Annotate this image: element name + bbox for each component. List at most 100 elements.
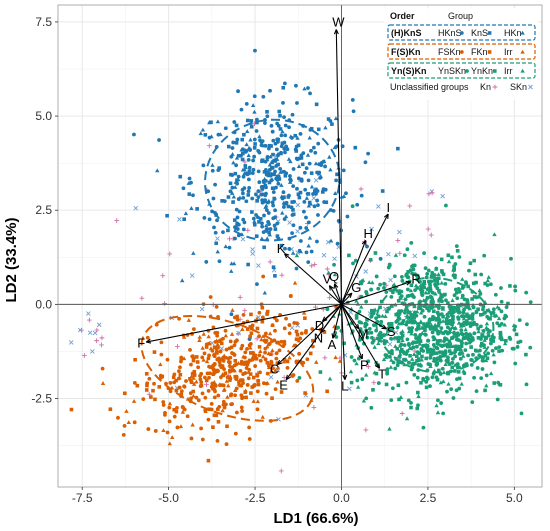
cluster-point (471, 352, 475, 357)
cluster-point (254, 316, 260, 321)
cluster-point (221, 387, 227, 392)
cluster-point (403, 310, 407, 315)
cluster-point (486, 275, 491, 279)
cluster-point (287, 125, 291, 130)
cluster-point (495, 397, 500, 402)
unclassified-kn-point (279, 272, 285, 278)
cluster-point (449, 351, 454, 356)
cluster-point (145, 335, 150, 340)
cluster-point (212, 413, 217, 417)
arrow-head (347, 292, 353, 298)
cluster-point (513, 284, 517, 289)
cluster-point (416, 322, 420, 326)
arrow-head (333, 29, 339, 35)
cluster-point (283, 150, 287, 155)
cluster-point (417, 300, 422, 305)
cluster-point (301, 310, 307, 315)
cluster-point (159, 352, 164, 357)
cluster-point (491, 310, 496, 315)
cluster-point (452, 264, 456, 269)
cluster-point (374, 274, 379, 279)
cluster-point (499, 335, 503, 339)
cluster-point (438, 354, 443, 359)
cluster-point (440, 270, 445, 275)
cluster-point (262, 176, 267, 181)
cluster-point (153, 429, 158, 433)
cluster-point (445, 325, 450, 330)
cluster-point (252, 94, 257, 99)
cluster-point (232, 120, 237, 124)
cluster-point (446, 371, 451, 376)
cluster-point (282, 140, 287, 145)
cluster-point (418, 310, 424, 315)
cluster-point (450, 317, 455, 322)
cluster-point (315, 189, 320, 193)
loading-arrow-E (285, 304, 342, 381)
cluster-point (422, 251, 426, 256)
cluster-point (178, 424, 184, 429)
y-tick-label: 7.5 (35, 15, 52, 29)
cluster-point (235, 137, 240, 142)
cluster-point (371, 388, 375, 392)
cluster-point (223, 244, 228, 249)
cluster-point (248, 334, 252, 339)
cluster-point (121, 432, 126, 437)
cluster-point (515, 345, 520, 349)
x-axis-title: LD1 (66.6%) (273, 510, 358, 527)
cluster-point (189, 379, 193, 383)
cluster-point (432, 273, 437, 277)
cluster-point (369, 405, 374, 410)
cluster-point (230, 146, 235, 150)
cluster-point (393, 252, 399, 257)
cluster-point (254, 129, 259, 133)
cluster-point (334, 144, 339, 149)
cluster-point (406, 270, 410, 274)
unclassified-skn-point (287, 220, 292, 225)
cluster-point (404, 313, 410, 318)
cluster-point (332, 272, 338, 277)
cluster-point (421, 425, 426, 430)
cluster-point (297, 195, 302, 200)
cluster-point (424, 275, 429, 280)
cluster-point (449, 387, 454, 392)
cluster-point (210, 386, 215, 391)
cluster-point (294, 337, 299, 342)
cluster-point (396, 312, 400, 316)
cluster-point (273, 387, 278, 392)
cluster-point (395, 318, 400, 322)
cluster-point (167, 441, 172, 446)
cluster-point (474, 280, 478, 285)
cluster-point (396, 299, 401, 303)
cluster-point (417, 335, 422, 340)
unclassified-skn-point (236, 330, 241, 336)
cluster-point (430, 298, 435, 302)
cluster-point (200, 127, 206, 132)
cluster-point (485, 283, 490, 287)
loading-arrow-Q (334, 283, 343, 305)
cluster-point (256, 379, 260, 383)
cluster-point (172, 414, 177, 419)
cluster-point (250, 210, 254, 214)
cluster-point (152, 350, 157, 354)
cluster-point (291, 212, 296, 217)
cluster-point (263, 223, 269, 228)
cluster-point (204, 345, 209, 349)
cluster-point (246, 262, 250, 267)
cluster-point (190, 371, 195, 376)
cluster-point (451, 314, 455, 319)
cluster-point (201, 357, 206, 362)
legend-group-label: KnS (471, 28, 488, 38)
cluster-point (271, 366, 275, 371)
cluster-point (396, 321, 402, 326)
cluster-point (220, 357, 224, 362)
cluster-point (309, 171, 314, 175)
unclassified-kn-point (94, 327, 100, 333)
cluster-point (212, 379, 217, 384)
cluster-point (235, 317, 240, 322)
cluster-point (345, 214, 350, 219)
cluster-point (229, 190, 235, 195)
cluster-point (221, 399, 226, 404)
cluster-point (186, 180, 191, 185)
cluster-point (409, 283, 414, 288)
cluster-point (247, 147, 252, 152)
